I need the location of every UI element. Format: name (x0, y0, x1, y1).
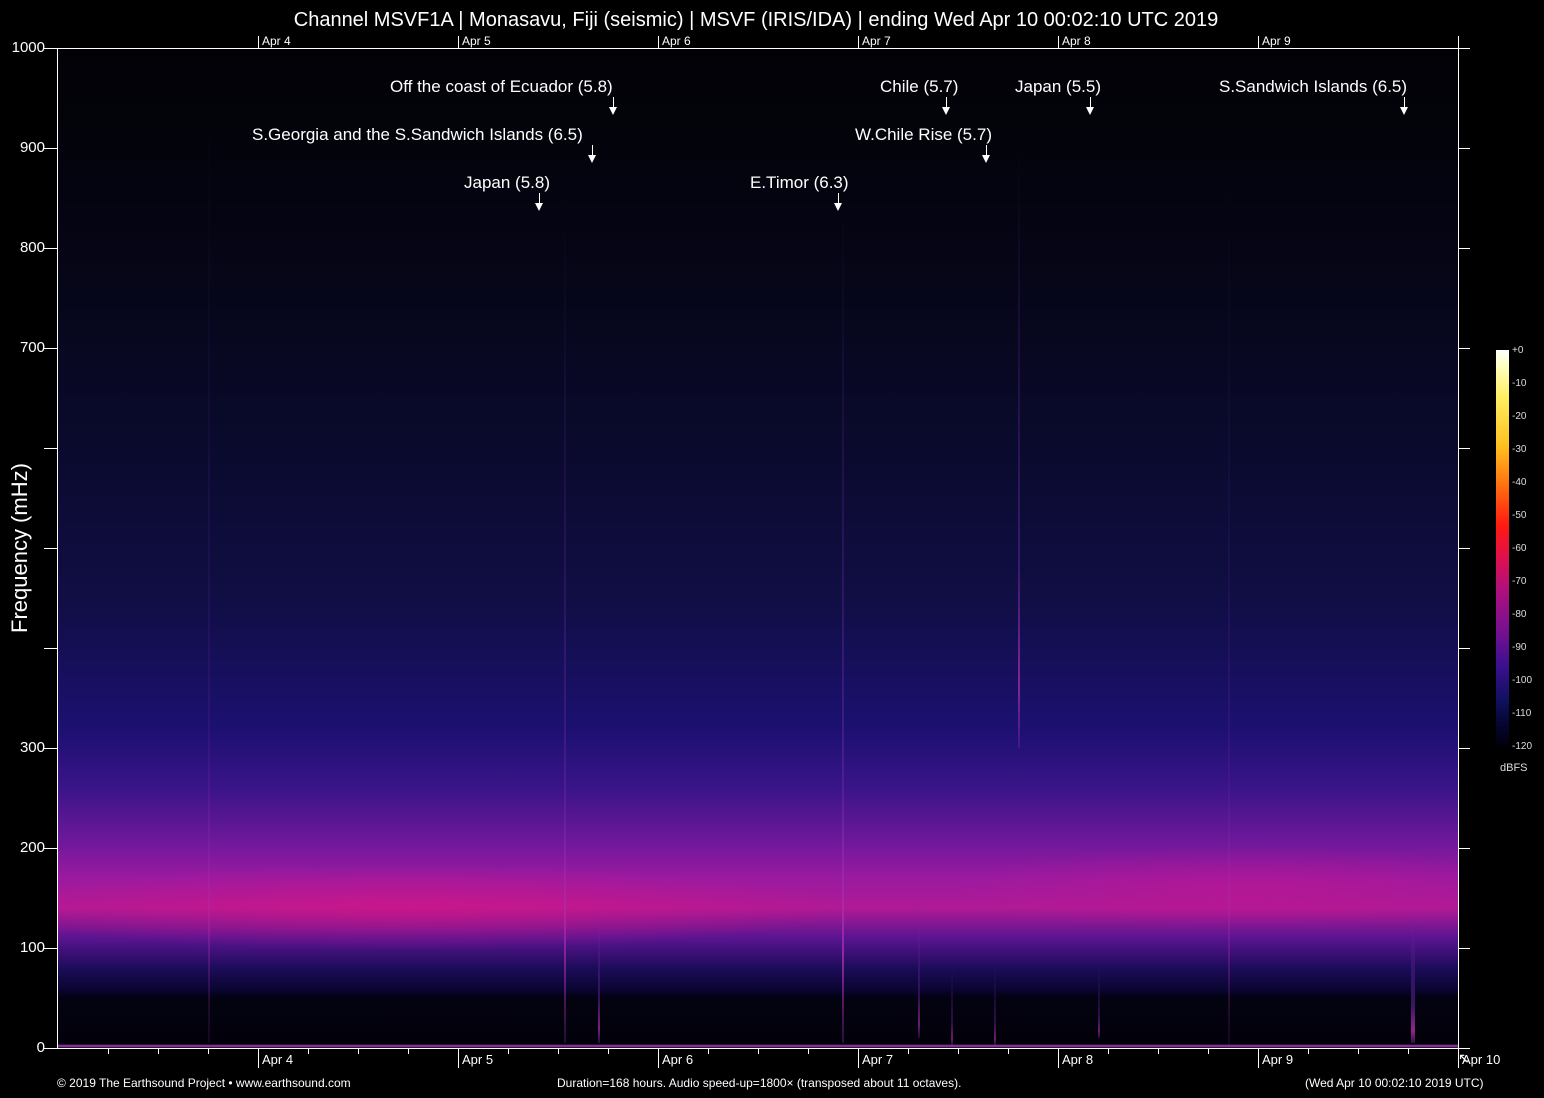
colorbar-label: -60 (1512, 543, 1527, 554)
event-trace (994, 968, 996, 1046)
event-label: S.Georgia and the S.Sandwich Islands (6.… (252, 125, 583, 144)
x-tick-label: Apr 9 (1262, 1052, 1294, 1067)
x-tick-label-top: Apr 6 (662, 34, 691, 48)
x-tick-label-top: Apr 5 (462, 34, 491, 48)
footer-end-time: (Wed Apr 10 00:02:10 2019 UTC) (1305, 1076, 1484, 1090)
event-label: Japan (5.5) (1015, 77, 1101, 96)
y-tick-label: 200 (19, 839, 45, 856)
y-tick-label: 800 (19, 239, 45, 256)
x-tick-label: Apr 5 (462, 1052, 494, 1067)
event-trace (1018, 148, 1020, 748)
colorbar-label: -110 (1512, 708, 1532, 719)
event-arrow-icon (1086, 97, 1094, 115)
y-tick-label: 1000 (11, 39, 45, 56)
footer-copyright: © 2019 The Earthsound Project • www.eart… (57, 1076, 351, 1090)
event-arrow-icon (982, 145, 990, 163)
event-arrow-icon (588, 145, 596, 163)
event-trace (598, 898, 600, 1043)
plot-frame-bottom (44, 1048, 1470, 1049)
plot-frame-top (44, 48, 1470, 49)
mouse-cursor-icon: ↖ (1458, 1050, 1470, 1066)
x-tick-label: Apr 4 (262, 1052, 294, 1067)
x-tick-label: Apr 7 (862, 1052, 894, 1067)
event-trace (1228, 168, 1230, 1048)
event-label: E.Timor (6.3) (750, 173, 849, 192)
event-trace (1411, 918, 1415, 1043)
colorbar-label: -10 (1512, 378, 1527, 389)
colorbar-label: -120 (1512, 741, 1533, 752)
colorbar-label: -20 (1512, 411, 1527, 422)
y-tick-label: 100 (19, 939, 45, 956)
x-tick-label: Apr 6 (662, 1052, 694, 1067)
event-trace (564, 198, 566, 1043)
colorbar-label: -90 (1512, 642, 1527, 653)
colorbar-gradient (1496, 350, 1509, 748)
event-trace (1098, 968, 1100, 1038)
event-label: S.Sandwich Islands (6.5) (1219, 77, 1408, 96)
x-tick-label-top: Apr 9 (1262, 34, 1291, 48)
colorbar-label: -30 (1512, 444, 1527, 455)
spectrogram-plot (58, 48, 1458, 1048)
event-arrow-icon (1400, 97, 1408, 115)
colorbar-label: -50 (1512, 510, 1527, 521)
event-label: Japan (5.8) (464, 173, 550, 192)
x-tick-label-top: Apr 4 (262, 34, 291, 48)
event-label: Off the coast of Ecuador (5.8) (390, 77, 613, 96)
x-tick-label: Apr 10 (1462, 1052, 1501, 1067)
event-trace (951, 968, 953, 1046)
event-arrow-icon (609, 97, 617, 115)
y-tick-label: 900 (19, 139, 45, 156)
colorbar-label: +0 (1512, 345, 1524, 356)
colorbar-label: -80 (1512, 609, 1527, 620)
event-label: W.Chile Rise (5.7) (855, 125, 992, 144)
colorbar-label: -100 (1512, 675, 1533, 686)
event-label: Chile (5.7) (880, 77, 959, 96)
x-tick-label: Apr 8 (1062, 1052, 1094, 1067)
y-axis-title: Frequency (mHz) (7, 463, 32, 633)
y-tick-label: 700 (19, 339, 45, 356)
event-trace (918, 898, 920, 1038)
footer-duration: Duration=168 hours. Audio speed-up=1800×… (557, 1076, 962, 1090)
x-tick-label-top: Apr 8 (1062, 34, 1091, 48)
colorbar-unit: dBFS (1500, 762, 1528, 774)
event-arrow-icon (834, 193, 842, 211)
colorbar-label: -70 (1512, 576, 1527, 587)
event-arrow-icon (535, 193, 543, 211)
event-trace (208, 88, 210, 1043)
event-arrow-icon (942, 97, 950, 115)
y-tick-label: 0 (36, 1039, 45, 1056)
colorbar-label: -40 (1512, 477, 1527, 488)
x-tick-label-top: Apr 7 (862, 34, 891, 48)
y-tick-label: 300 (19, 739, 45, 756)
chart-title: Channel MSVF1A | Monasavu, Fiji (seismic… (293, 9, 1219, 31)
event-trace (842, 198, 844, 1043)
